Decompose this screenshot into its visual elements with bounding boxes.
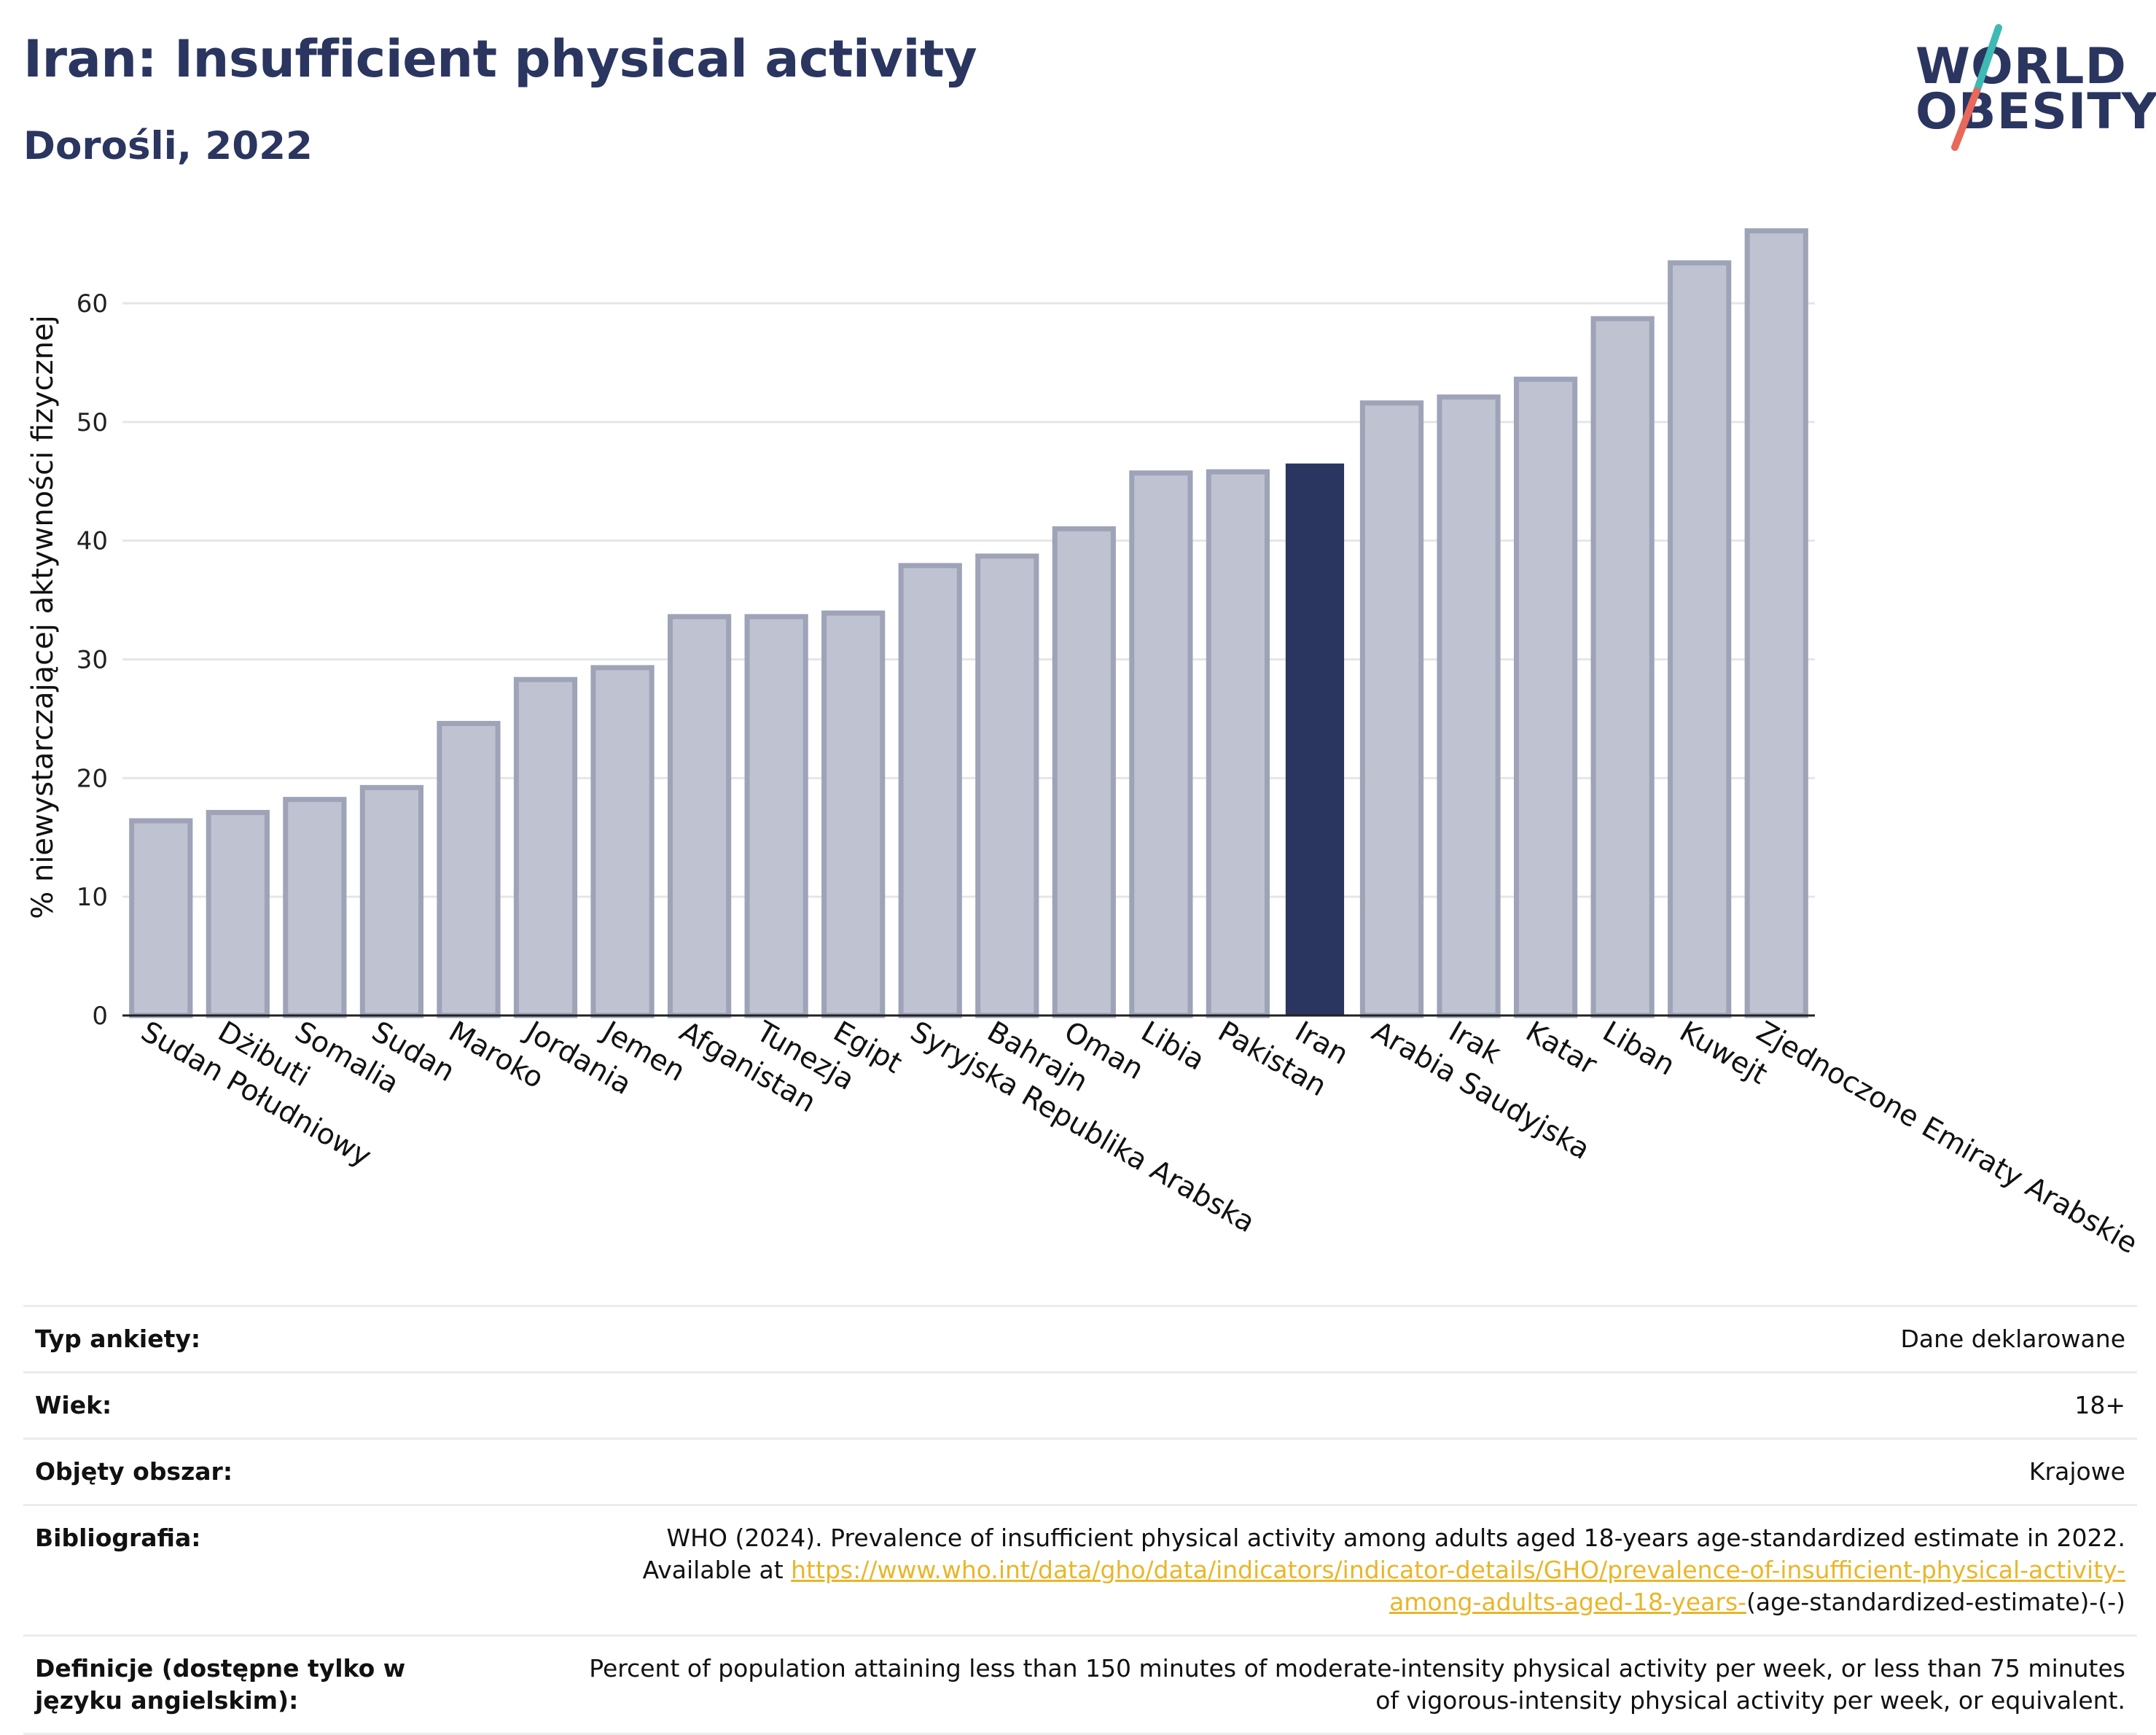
x-tick-label: Katar [1520,1015,1603,1082]
bibliography-text: WHO (2024). Prevalence of insufficient p… [642,1524,2125,1584]
meta-row-bibliography: Bibliografia: WHO (2024). Prevalence of … [23,1506,2137,1637]
bar-katar [1513,376,1578,1018]
bar-liban [1590,316,1655,1018]
bar-maroko [437,720,501,1018]
bar-afganistan [667,614,732,1018]
logo-line-1: WORLD [1915,38,2127,95]
meta-value: WHO (2024). Prevalence of insufficient p… [558,1522,2125,1618]
y-tick-label: 50 [77,408,108,437]
meta-key: Objęty obszar: [35,1457,233,1486]
meta-value: Krajowe [2028,1457,2125,1486]
bar-tunezja [744,614,808,1018]
bar-chart: 0 10 20 30 40 50 60 % niewystarczającej aktywno… [26,228,2143,1260]
logo-slash-icon [1951,24,2002,151]
logo-line-2: OBESITY [1915,83,2156,141]
meta-row-survey-type: Typ ankiety: Dane deklarowane [23,1307,2137,1373]
bar-zjednoczone-emiraty-arabskie [1744,228,1808,1018]
bar-syryjska-republika-arabska [898,563,962,1018]
world-obesity-logo: WORLD OBESITY [1895,22,2156,153]
bar-egipt [821,610,886,1018]
meta-key: Typ ankiety: [35,1325,201,1353]
metadata-table: Typ ankiety: Dane deklarowane Wiek: 18+ … [23,1305,2137,1735]
bar-kuwejt [1668,260,1732,1018]
x-tick-label: Libia [1136,1015,1210,1077]
meta-value: Dane deklarowane [1900,1325,2125,1353]
x-tick-label: Kuwejt [1674,1015,1773,1091]
meta-row-coverage: Objęty obszar: Krajowe [23,1440,2137,1506]
bar-dżibuti [206,810,270,1018]
bar-sudan [359,784,424,1018]
bibliography-suffix: (age-standardized-estimate)-(-) [1746,1588,2125,1616]
page-title: Iran: Insufficient physical activity [23,29,977,89]
meta-key: Definicje (dostępne tylko w języku angie… [35,1654,406,1715]
y-tick-label: 40 [77,527,108,556]
bar-arabia-saudyjska [1359,400,1424,1018]
x-tick-label: Liban [1597,1015,1680,1083]
y-tick-label: 0 [92,1002,108,1031]
meta-row-age: Wiek: 18+ [23,1373,2137,1440]
bar-iran [1285,463,1345,1015]
bar-libia [1129,470,1193,1018]
meta-key: Bibliografia: [35,1524,201,1552]
meta-value: 18+ [2074,1391,2125,1419]
bar-jordania [513,677,578,1018]
x-tick-label: Zjednoczone Emiraty Arabskie [1751,1015,2143,1260]
bibliography-link[interactable]: https://www.who.int/data/gho/data/indica… [791,1556,2125,1616]
y-tick-label: 30 [77,645,108,674]
page-subtitle: Dorośli, 2022 [23,124,313,168]
bar-jemen [590,665,655,1018]
meta-row-definitions: Definicje (dostępne tylko w języku angie… [23,1637,2137,1735]
bar-bahrajn [975,553,1039,1018]
y-axis-label: % niewystarczającej aktywności fizycznej [26,315,60,919]
y-tick-label: 10 [77,883,108,912]
bar-pakistan [1206,469,1270,1018]
bar-oman [1052,526,1116,1018]
y-tick-label: 20 [77,764,108,793]
bar-sudan-południowy [129,818,193,1018]
meta-key: Wiek: [35,1391,112,1419]
bar-irak [1437,394,1501,1018]
meta-value: Percent of population attaining less tha… [589,1654,2125,1715]
bar-somalia [283,797,347,1018]
y-tick-label: 60 [77,289,108,319]
